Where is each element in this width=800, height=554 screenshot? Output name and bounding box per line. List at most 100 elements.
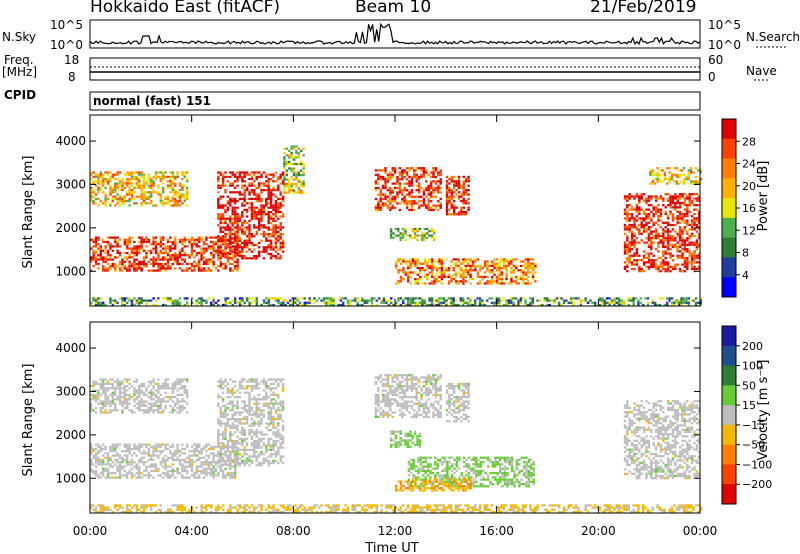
- echo-cell: [243, 391, 246, 394]
- echo-cell: [295, 149, 298, 152]
- echo-cell: [676, 232, 679, 235]
- echo-cell: [285, 147, 288, 150]
- echo-cell: [527, 275, 530, 278]
- echo-cell: [250, 387, 254, 390]
- echo-cell: [207, 472, 210, 475]
- echo-cell: [255, 433, 258, 436]
- echo-cell: [431, 280, 434, 283]
- echo-cell: [126, 182, 129, 185]
- echo-cell: [448, 213, 451, 216]
- echo-cell: [250, 213, 254, 216]
- echo-cell: [498, 271, 501, 274]
- echo-cell: [279, 404, 282, 407]
- echo-cell: [269, 407, 273, 410]
- echo-cell: [255, 195, 258, 198]
- echo-cell: [437, 191, 440, 194]
- echo-cell: [297, 174, 300, 177]
- echo-cell: [233, 248, 237, 251]
- echo-cell: [633, 263, 636, 266]
- echo-cell: [332, 301, 335, 304]
- echo-cell: [234, 251, 237, 255]
- echo-cell: [145, 469, 148, 473]
- echo-cell: [645, 223, 648, 227]
- echo-cell: [233, 411, 237, 414]
- echo-cell: [671, 217, 675, 220]
- echo-cell: [409, 264, 412, 267]
- echo-cell: [686, 265, 689, 268]
- echo-cell: [281, 197, 285, 200]
- echo-cell: [133, 447, 136, 451]
- echo-cell: [94, 447, 98, 451]
- echo-cell: [99, 186, 102, 189]
- echo-cell: [152, 258, 155, 261]
- echo-cell: [109, 458, 112, 462]
- echo-cell: [630, 239, 634, 242]
- echo-cell: [106, 236, 110, 239]
- echo-cell: [150, 474, 153, 477]
- echo-cell: [99, 458, 102, 462]
- echo-cell: [229, 217, 232, 220]
- echo-cell: [695, 254, 699, 257]
- echo-cell: [399, 234, 402, 237]
- echo-cell: [659, 197, 663, 200]
- echo-cell: [171, 195, 174, 198]
- echo-cell: [90, 469, 93, 473]
- echo-cell: [126, 180, 129, 183]
- echo-cell: [238, 239, 242, 242]
- echo-cell: [162, 171, 165, 174]
- echo-cell: [226, 402, 230, 405]
- echo-cell: [217, 256, 220, 259]
- echo-cell: [210, 463, 213, 466]
- echo-cell: [290, 154, 293, 157]
- echo-cell: [219, 422, 222, 425]
- echo-cell: [133, 249, 136, 252]
- echo-cell: [138, 195, 141, 198]
- echo-cell: [384, 180, 387, 183]
- echo-cell: [207, 463, 210, 466]
- echo-cell: [236, 236, 239, 239]
- echo-cell: [272, 246, 275, 249]
- echo-cell: [224, 463, 227, 466]
- echo-cell: [164, 454, 167, 457]
- echo-cell: [633, 259, 636, 262]
- echo-cell: [682, 299, 686, 302]
- echo-cell: [462, 269, 465, 272]
- echo-cell: [522, 260, 525, 263]
- echo-cell: [687, 175, 690, 179]
- echo-cell: [236, 254, 239, 257]
- echo-cell: [241, 455, 244, 458]
- echo-cell: [106, 243, 110, 246]
- echo-cell: [224, 467, 227, 470]
- echo-cell: [253, 248, 256, 251]
- echo-cell: [422, 175, 426, 179]
- echo-cell: [94, 260, 98, 263]
- echo-cell: [241, 444, 244, 447]
- echo-cell: [440, 260, 443, 263]
- echo-cell: [434, 169, 438, 172]
- echo-cell: [233, 191, 237, 194]
- echo-cell: [327, 301, 330, 304]
- echo-cell: [562, 301, 566, 304]
- echo-cell: [462, 202, 465, 205]
- echo-cell: [683, 241, 687, 244]
- echo-cell: [626, 259, 629, 262]
- echo-cell: [248, 455, 251, 458]
- echo-cell: [214, 467, 218, 470]
- echo-cell: [302, 147, 305, 150]
- echo-cell: [664, 239, 667, 242]
- echo-cell: [666, 297, 669, 300]
- echo-cell: [106, 182, 110, 185]
- echo-cell: [464, 260, 467, 263]
- echo-cell: [116, 186, 119, 189]
- echo-cell: [224, 378, 227, 381]
- echo-cell: [267, 222, 270, 225]
- echo-cell: [176, 260, 179, 263]
- echo-cell: [224, 255, 227, 258]
- echo-cell: [688, 197, 691, 200]
- echo-cell: [171, 182, 174, 185]
- echo-cell: [647, 254, 651, 257]
- echo-cell: [186, 191, 189, 194]
- echo-cell: [178, 458, 182, 462]
- echo-cell: [603, 303, 606, 307]
- echo-cell: [431, 267, 434, 270]
